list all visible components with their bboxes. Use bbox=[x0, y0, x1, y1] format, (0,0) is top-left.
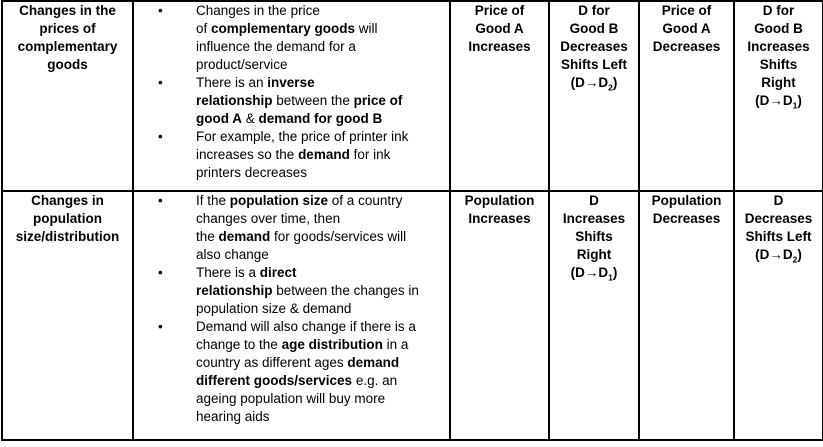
text-segment: Changes in the price of bbox=[196, 3, 320, 36]
effect-up-cell: D Increases Shifts Right (D→D1) bbox=[548, 190, 640, 441]
text-segment: & bbox=[241, 111, 259, 126]
text-segment: for ink printers decreases bbox=[196, 147, 391, 180]
factor-cell: Changes in the prices of complementary g… bbox=[1, 0, 134, 192]
text-segment: Demand will also change if there is a ch… bbox=[196, 319, 416, 352]
subscript-text: 1 bbox=[792, 100, 798, 111]
text-segment: of a country changes over time, then the bbox=[196, 193, 403, 244]
scenario-up-cell: Population Increases bbox=[449, 190, 550, 441]
text-segment: demand bbox=[298, 147, 350, 162]
bullet-item: There is a direct relationship between t… bbox=[135, 264, 448, 318]
text-segment: demand different goods/services bbox=[196, 355, 400, 388]
effect-down-cell: D for Good B Increases Shifts Right (D→D… bbox=[733, 0, 823, 192]
text-segment: between the bbox=[272, 93, 354, 108]
table-row: Changes in the prices of complementary g… bbox=[1, 0, 823, 192]
bullet-item: Demand will also change if there is a ch… bbox=[135, 318, 448, 426]
bullet-item: For example, the price of printer ink in… bbox=[135, 128, 448, 182]
text-segment: between the changes in population size &… bbox=[196, 283, 419, 316]
text-segment: ) bbox=[797, 247, 802, 262]
bullet-item: Changes in the price of complementary go… bbox=[135, 3, 448, 74]
text-segment: price of good A bbox=[196, 93, 403, 126]
scenario-down-cell: Price of Good A Decreases bbox=[638, 0, 735, 192]
explanation-cell: If the population size of a country chan… bbox=[132, 190, 451, 441]
text-segment: ) bbox=[612, 75, 618, 90]
text-segment: D for Good B Increases Shifts Right (D→D bbox=[747, 3, 810, 108]
effect-up-cell: D for Good B Decreases Shifts Left (D→D2… bbox=[548, 0, 640, 192]
scenario-up-cell: Price of Good A Increases bbox=[449, 0, 550, 192]
explanation-cell: Changes in the price of complementary go… bbox=[132, 0, 451, 192]
text-segment: population size bbox=[229, 193, 329, 208]
table-row: Changes in population size/distribution … bbox=[1, 190, 823, 441]
bullet-item: There is an inverse relationship between… bbox=[135, 74, 448, 128]
text-segment: ) bbox=[797, 93, 802, 108]
subscript-text: 2 bbox=[792, 254, 798, 265]
text-segment: If the bbox=[196, 193, 230, 208]
text-segment: There is an bbox=[196, 75, 268, 90]
text-segment: D Decreases Shifts Left (D→D bbox=[744, 193, 813, 262]
bullet-list: If the population size of a country chan… bbox=[135, 193, 448, 426]
text-segment: complementary goods bbox=[211, 21, 356, 36]
text-segment: in a country as different ages bbox=[196, 337, 409, 370]
text-segment: demand for good B bbox=[258, 111, 383, 126]
text-segment: ) bbox=[612, 265, 618, 280]
effect-down-cell: D Decreases Shifts Left (D→D2) bbox=[733, 190, 823, 441]
text-segment: D for Good B Decreases Shifts Left (D→D bbox=[560, 3, 628, 90]
text-segment: for goods/services will also change bbox=[196, 229, 407, 262]
text-segment: There is a bbox=[196, 265, 260, 280]
factor-cell: Changes in population size/distribution bbox=[1, 190, 134, 441]
text-segment: direct relationship bbox=[196, 265, 297, 298]
text-segment: D Increases Shifts Right (D→D bbox=[562, 193, 626, 280]
text-segment: For example, the price of printer ink in… bbox=[196, 129, 409, 162]
text-segment: demand bbox=[218, 229, 271, 244]
subscript-text: 2 bbox=[608, 82, 613, 93]
text-segment: will influence the demand for a product/… bbox=[196, 21, 378, 72]
subscript-text: 1 bbox=[608, 272, 613, 283]
text-segment: inverse relationship bbox=[196, 75, 315, 108]
text-segment: age distribution bbox=[281, 337, 383, 352]
bullet-list: Changes in the price of complementary go… bbox=[135, 3, 448, 182]
text-segment: e.g. an ageing population will buy more … bbox=[196, 373, 398, 424]
scenario-down-cell: Population Decreases bbox=[638, 190, 735, 441]
bullet-item: If the population size of a country chan… bbox=[135, 193, 448, 264]
